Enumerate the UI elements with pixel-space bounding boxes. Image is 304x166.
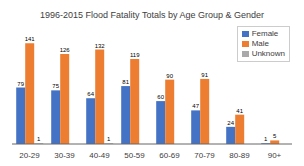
svg-text:60: 60	[157, 94, 164, 100]
html-text:Unknown: Unknown	[251, 49, 285, 58]
svg-text:20-29: 20-29	[19, 151, 40, 158]
svg-text:126: 126	[60, 47, 71, 53]
svg-text:70-79: 70-79	[194, 151, 215, 158]
svg-text:90: 90	[166, 73, 173, 79]
svg-text:41: 41	[236, 108, 243, 114]
html-text:Female: Female	[251, 29, 279, 38]
svg-text:50-59: 50-59	[124, 151, 145, 158]
svg-text:119: 119	[130, 52, 140, 58]
svg-text:40-49: 40-49	[89, 151, 110, 158]
html-text:1996-2015 Flood Fatality Total: 1996-2015 Flood Fatality Totals by Age G…	[40, 10, 264, 20]
svg-text:5: 5	[273, 133, 277, 139]
svg-text:30-39: 30-39	[54, 151, 75, 158]
svg-text:60-69: 60-69	[159, 151, 180, 158]
svg-text:75: 75	[52, 83, 59, 89]
svg-text:81: 81	[122, 79, 129, 85]
svg-text:80-89: 80-89	[229, 151, 250, 158]
svg-text:141: 141	[25, 36, 36, 42]
svg-text:90+: 90+	[268, 151, 282, 158]
svg-text:1: 1	[107, 136, 111, 142]
svg-text:132: 132	[95, 43, 106, 49]
svg-text:1: 1	[37, 136, 41, 142]
html-text:Male: Male	[251, 39, 269, 48]
svg-text:79: 79	[17, 81, 24, 87]
svg-text:47: 47	[192, 103, 199, 109]
svg-text:64: 64	[87, 91, 94, 97]
svg-text:1: 1	[264, 136, 268, 142]
svg-text:91: 91	[201, 72, 208, 78]
svg-text:24: 24	[227, 120, 234, 126]
